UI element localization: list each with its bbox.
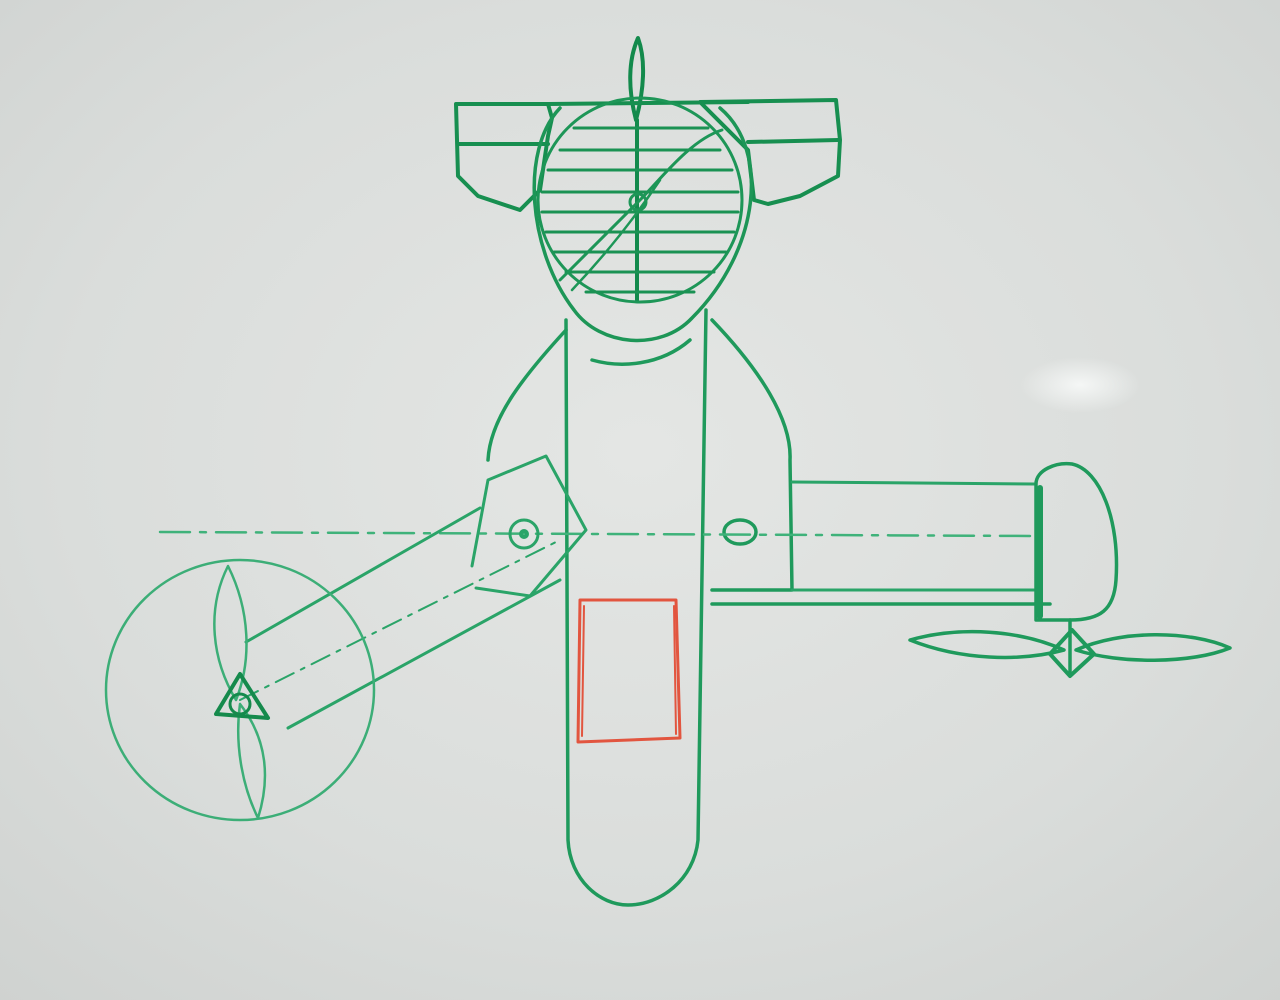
tail-boom (790, 480, 1036, 592)
tail-fin (1034, 461, 1119, 622)
fuselage (486, 308, 1052, 907)
left-rotor-disc (104, 558, 376, 822)
tilted-rotor-arm (239, 454, 588, 730)
red-panel (576, 598, 682, 744)
tail-rotor (908, 618, 1232, 678)
light-glare (1020, 357, 1140, 413)
center-axis-line (158, 530, 1042, 538)
engine-cowling (532, 96, 754, 343)
